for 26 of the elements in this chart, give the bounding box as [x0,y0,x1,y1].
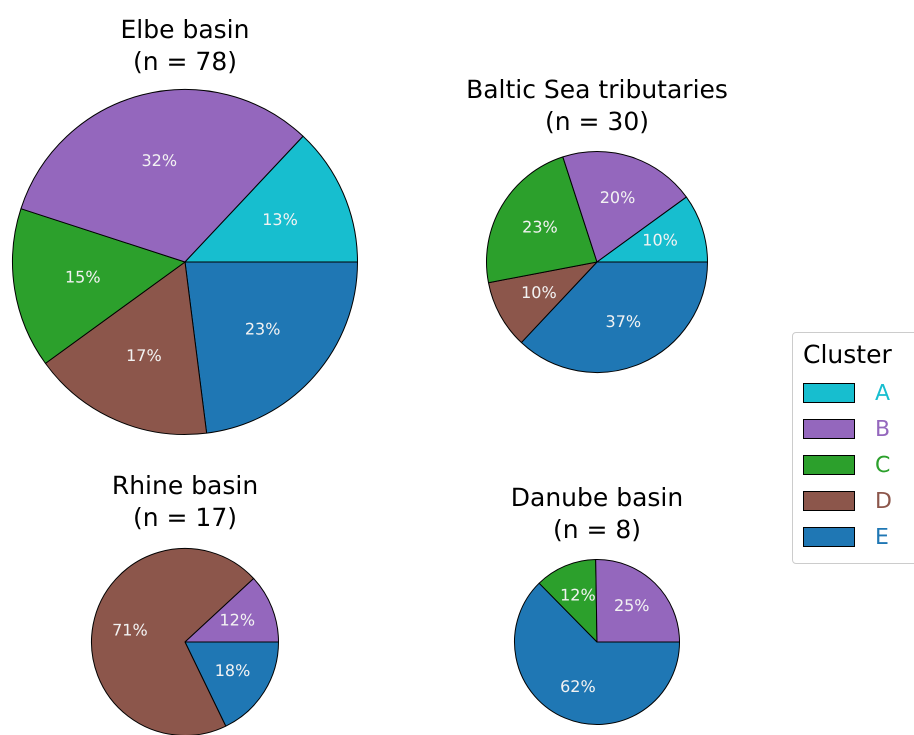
data-label: 37% [606,312,642,332]
legend-label: A [875,380,890,406]
chart-title: Elbe basin (n = 78) [120,14,250,78]
chart-title: Danube basin (n = 8) [510,482,684,546]
data-label: 23% [522,217,558,236]
chart-title: Rhine basin (n = 17) [110,470,260,534]
data-label: 18% [214,660,250,680]
legend-label: B [875,416,890,442]
legend-label: D [875,488,892,514]
data-label: 62% [560,676,596,696]
data-label: 15% [64,267,101,286]
data-label: 25% [614,596,650,615]
legend-label: C [875,452,890,478]
data-label: 12% [219,610,256,630]
legend-label: E [875,524,889,550]
data-label: 12% [560,586,596,604]
chart-title: Baltic Sea tributaries (n = 30) [465,74,729,138]
data-label: 10% [642,230,678,250]
legend-title: Cluster [803,339,893,371]
data-label: 32% [141,150,178,170]
data-label: 20% [600,188,636,208]
data-label: 17% [126,346,162,366]
data-label: 23% [244,320,280,339]
data-label: 71% [112,620,148,640]
data-label: 13% [262,210,298,230]
data-label: 10% [521,283,557,302]
